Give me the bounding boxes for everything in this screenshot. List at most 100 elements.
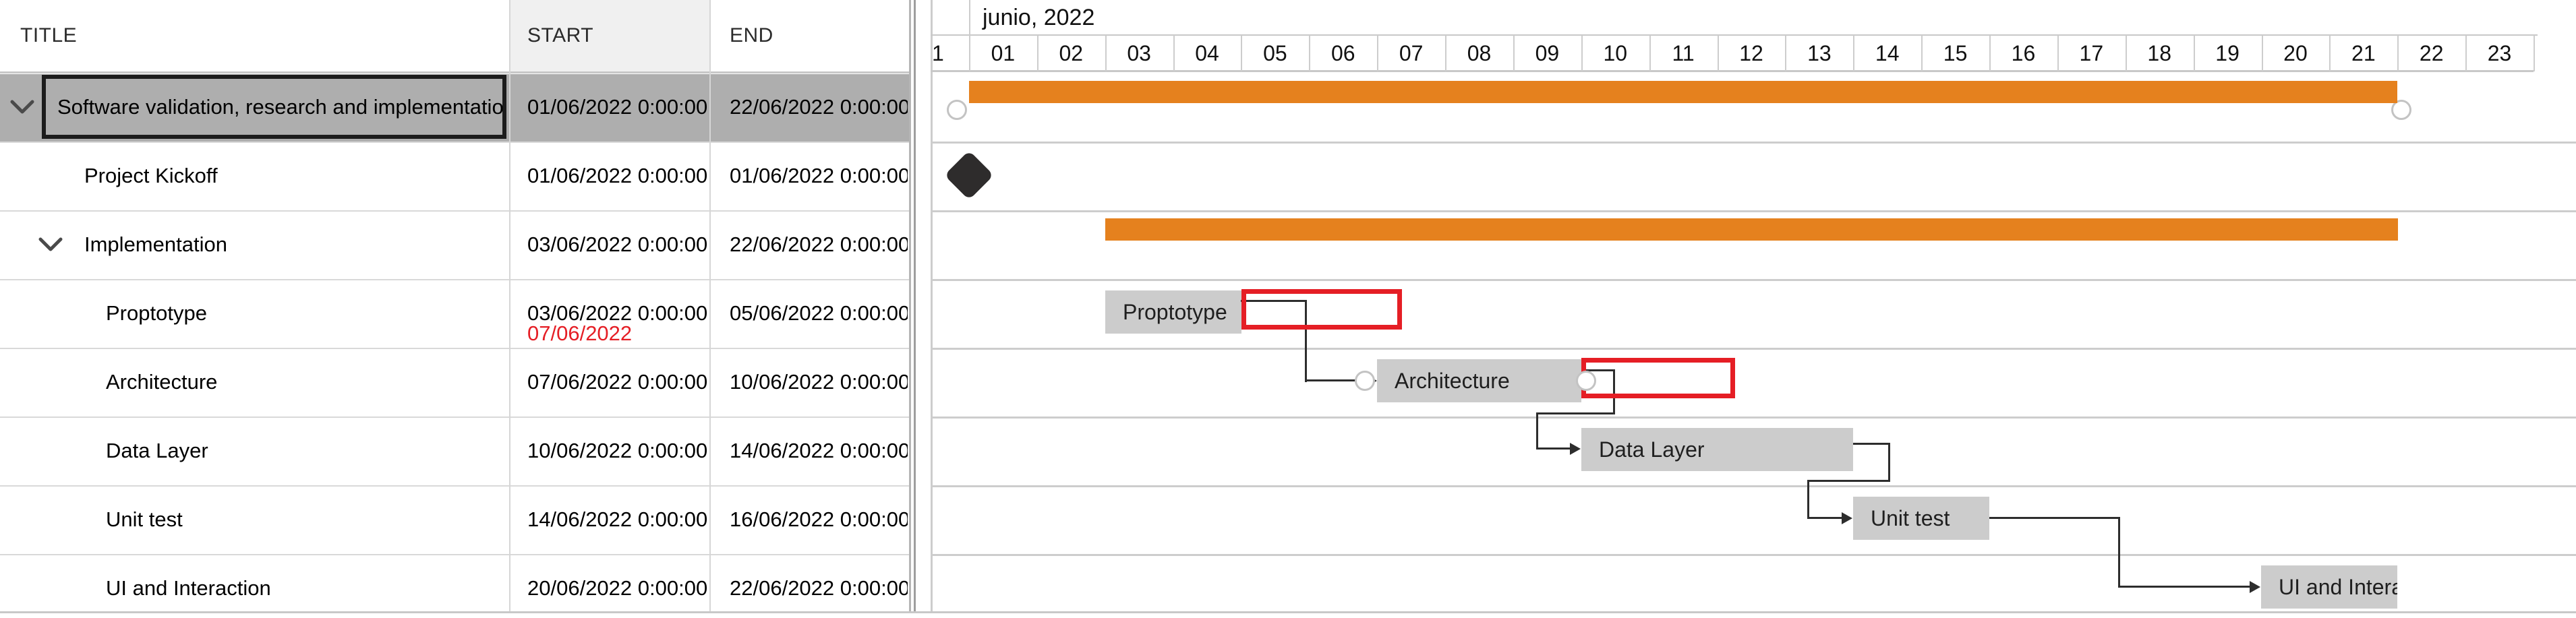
day-cell-divider <box>2193 35 2195 71</box>
task-end-cell: 22/06/2022 0:00:00 <box>730 233 908 256</box>
chevron-down-icon[interactable] <box>38 237 63 253</box>
table-row[interactable]: Data Layer 10/06/2022 0:00:00 14/06/2022 0… <box>0 416 909 485</box>
day-cell-divider <box>1921 35 1923 71</box>
taskbar-unit-test[interactable]: Unit test <box>1853 497 1989 540</box>
day-label: 02 <box>1059 41 1084 65</box>
day-label: 04 <box>1195 41 1219 65</box>
taskbar-label: Proptotype <box>1123 300 1227 324</box>
splitter-line-inner <box>914 0 916 611</box>
day-cell-divider <box>1377 35 1379 71</box>
table-row-border <box>0 348 909 349</box>
taskbar-proptotype[interactable]: Proptotype <box>1105 290 1241 334</box>
day-label: 08 <box>1467 41 1492 65</box>
dependency-architecture-data-layer-segment <box>1536 412 1615 414</box>
splitter[interactable] <box>909 0 931 611</box>
dependency-architecture-data-layer-arrowhead <box>1570 443 1581 455</box>
dependency-unit-test-ui-segment <box>1989 517 2120 519</box>
dependency-proptotype-architecture-segment <box>1241 300 1305 302</box>
dependency-unit-test-ui-segment <box>2118 517 2120 588</box>
day-label: 06 <box>1330 41 1355 65</box>
grid-rows: Software validation, research and implem… <box>0 73 909 618</box>
table-row[interactable]: Software validation, research and implem… <box>0 73 909 142</box>
day-cell-divider <box>1105 35 1107 71</box>
day-label: 07 <box>1399 41 1424 65</box>
dependency-architecture-data-layer-segment <box>1536 447 1573 450</box>
task-end-cell: 22/06/2022 0:00:00 <box>730 95 908 119</box>
chart-row-border <box>931 348 2576 350</box>
day-cell-divider <box>1309 35 1311 71</box>
day-label: 22 <box>2419 41 2444 65</box>
table-row-border <box>0 142 909 143</box>
day-label: 20 <box>2283 41 2308 65</box>
dependency-unit-test-ui-segment <box>2118 586 2252 588</box>
taskbar-data-layer[interactable]: Data Layer <box>1581 428 1853 471</box>
timeline-header: junio, 2022 1 01 02 03 04 05 06 07 08 09 10 11 12 13… <box>931 0 2576 73</box>
day-label-partial: 1 <box>932 41 944 65</box>
dependency-architecture-data-layer-segment <box>1536 412 1538 450</box>
day-label: 14 <box>1875 41 1900 65</box>
column-header-label-end: END <box>730 24 773 47</box>
connector-point-left-architecture[interactable] <box>1355 371 1375 391</box>
task-start-cell: 07/06/2022 0:00:00 <box>527 370 708 394</box>
column-header-start[interactable] <box>509 0 709 71</box>
task-end-cell: 10/06/2022 0:00:00 <box>730 370 908 394</box>
day-label: 13 <box>1807 41 1832 65</box>
column-header-end[interactable] <box>709 0 909 71</box>
drag-preview-proptotype <box>1241 289 1402 330</box>
day-cell-divider <box>2125 35 2127 71</box>
task-title-cell: Architecture <box>106 370 218 394</box>
day-cell-divider <box>1989 35 1991 71</box>
day-label: 19 <box>2215 41 2240 65</box>
table-row-border <box>0 485 909 487</box>
chart-row-border <box>931 485 2576 487</box>
day-label: 17 <box>2079 41 2104 65</box>
dependency-unit-test-ui-arrowhead <box>2250 581 2260 593</box>
table-row[interactable]: UI and Interaction 20/06/2022 0:00:00 22/0… <box>0 554 909 618</box>
summary-bar-software-validation[interactable] <box>969 81 2397 103</box>
day-cell-divider <box>2057 35 2059 71</box>
grid-column-border-0 <box>509 0 510 611</box>
day-cell-divider <box>1785 35 1787 71</box>
task-start-cell: 01/06/2022 0:00:00 <box>527 95 708 119</box>
selected-row-highlight <box>0 74 909 142</box>
task-end-cell: 01/06/2022 0:00:00 <box>730 164 908 187</box>
column-header-title[interactable] <box>0 0 509 71</box>
connector-point-left-summary[interactable] <box>947 100 967 120</box>
dependency-proptotype-architecture-segment <box>1305 379 1367 381</box>
taskbar-label: UI and Interaction <box>2279 575 2397 599</box>
month-label: junio, 2022 <box>983 5 1095 30</box>
dependency-data-layer-unit-test-segment <box>1888 443 1890 482</box>
dependency-data-layer-unit-test-arrowhead <box>1842 512 1852 524</box>
summary-bar-implementation[interactable] <box>1105 218 2398 241</box>
table-row[interactable]: Architecture 07/06/2022 0:00:00 10/06/2022… <box>0 348 909 416</box>
task-title-cell: Project Kickoff <box>84 164 218 187</box>
connector-point-right-summary[interactable] <box>2391 100 2411 120</box>
grid-column-border-1 <box>709 0 711 611</box>
table-row[interactable]: Proptotype 03/06/2022 0:00:00 05/06/2022 0… <box>0 279 909 348</box>
taskbar-label: Unit test <box>1871 506 1950 530</box>
month-tier-divider <box>969 0 970 36</box>
day-cell-divider <box>1649 35 1651 71</box>
task-title-cell: Proptotype <box>106 301 207 325</box>
connector-point-right-architecture[interactable] <box>1576 371 1596 391</box>
day-label: 15 <box>1943 41 1968 65</box>
table-row[interactable]: Unit test 14/06/2022 0:00:00 16/06/2022 0:… <box>0 485 909 554</box>
task-start-cell: 20/06/2022 0:00:00 <box>527 576 708 600</box>
table-row[interactable]: Implementation 03/06/2022 0:00:00 22/06/20… <box>0 210 909 279</box>
table-row[interactable]: Project Kickoff 01/06/2022 0:00:00 01/06/2… <box>0 142 909 210</box>
edited-start-date-note: 07/06/2022 <box>527 321 633 345</box>
day-tier-right-border <box>2534 35 2535 71</box>
task-title-cell: Implementation <box>84 233 227 256</box>
taskbar-label: Data Layer <box>1599 437 1705 462</box>
table-row-border <box>0 279 909 280</box>
taskbar-architecture[interactable]: Architecture <box>1377 359 1581 402</box>
focused-cell-border <box>42 75 506 139</box>
column-header-label-start: START <box>527 24 594 47</box>
milestone-project-kickoff[interactable] <box>944 150 994 200</box>
task-start-cell: 14/06/2022 0:00:00 <box>527 507 708 531</box>
day-cell-divider <box>1581 35 1583 71</box>
chevron-down-icon[interactable] <box>9 99 35 115</box>
dependency-architecture-data-layer-segment <box>1581 369 1615 371</box>
taskbar-ui-interaction[interactable]: UI and Interaction <box>2261 565 2397 609</box>
task-start-cell: 03/06/2022 0:00:00 <box>527 233 708 256</box>
